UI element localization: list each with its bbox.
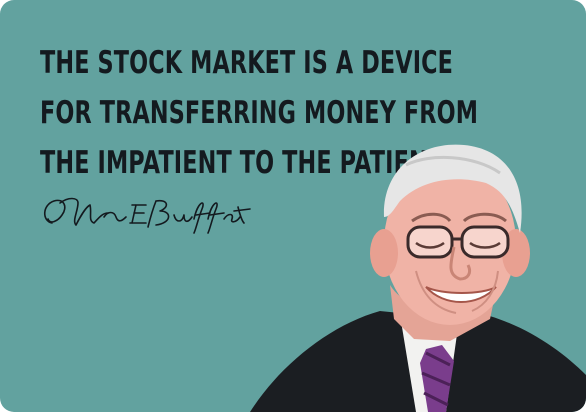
quote-text: THE STOCK MARKET IS A DEVICE FOR TRANSFE… [40, 38, 478, 188]
portrait-image [250, 144, 586, 412]
signature-icon [43, 197, 251, 234]
quote-line-3: THE IMPATIENT TO THE PATIENT [40, 145, 444, 181]
quote-line-2: FOR TRANSFERRING MONEY FROM [40, 95, 479, 131]
quote-line-1: THE STOCK MARKET IS A DEVICE [40, 45, 454, 81]
